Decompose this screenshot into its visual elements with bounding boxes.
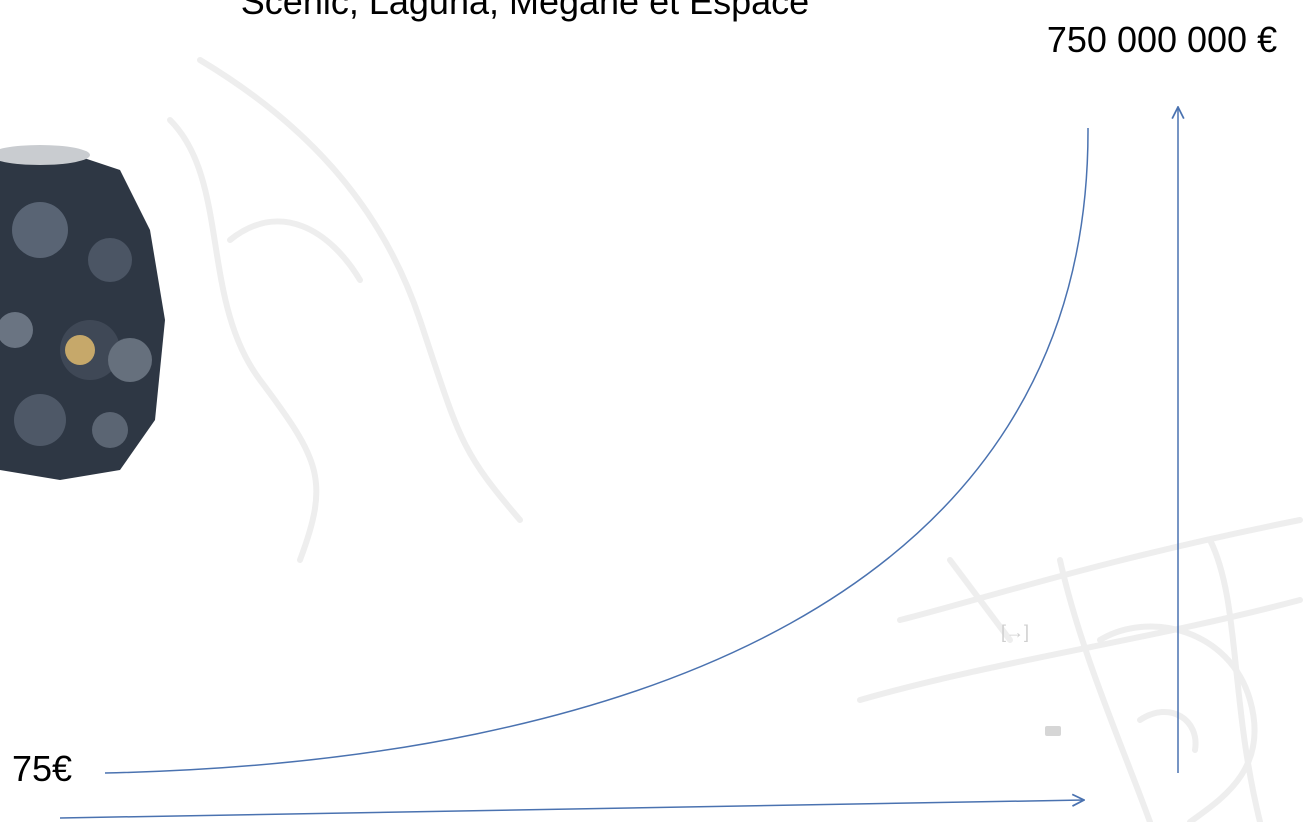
background-map: [167, 57, 1303, 822]
engine-image: [0, 145, 165, 480]
bottom-label: 75€: [12, 748, 72, 789]
top-label: 750 000 000 €: [1047, 19, 1277, 60]
slide-title: Scénic, Laguna, Mégane et Espace: [241, 0, 809, 22]
icon-text: [→]: [1001, 622, 1029, 642]
small-icon: [1045, 726, 1061, 736]
growth-curve: [104, 127, 1089, 774]
horizontal-arrow: [59, 800, 1084, 819]
